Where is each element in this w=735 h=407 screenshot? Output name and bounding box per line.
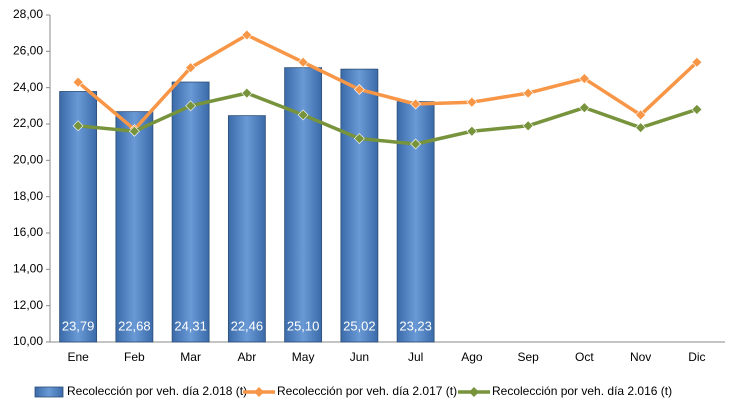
x-tick-label: Ago <box>461 350 483 364</box>
marker <box>241 87 253 99</box>
value-label: 22,68 <box>118 318 151 333</box>
bar <box>59 91 98 343</box>
marker <box>72 76 84 88</box>
bar <box>171 81 210 343</box>
marker <box>410 138 422 150</box>
y-tick-label: 10,00 <box>13 334 43 348</box>
legend-label: Recolección por veh. día 2.016 (t) <box>492 384 672 398</box>
x-tick-label: Abr <box>238 350 257 364</box>
marker <box>297 56 309 68</box>
line <box>77 91 698 146</box>
x-tick-label: Feb <box>124 350 145 364</box>
legend-label: Recolección por veh. día 2.018 (t) <box>67 384 247 398</box>
y-tick-label: 24,00 <box>13 80 43 94</box>
marker <box>297 109 309 121</box>
y-tick-label: 28,00 <box>13 7 43 21</box>
line <box>76 33 699 132</box>
x-tick-label: Nov <box>630 350 651 364</box>
marker <box>578 73 590 85</box>
x-tick-label: Sep <box>517 350 539 364</box>
y-tick-label: 16,00 <box>13 225 43 239</box>
value-label: 22,46 <box>231 318 264 333</box>
value-label: 25,10 <box>287 318 320 333</box>
marker <box>185 100 197 112</box>
y-tick-label: 22,00 <box>13 116 43 130</box>
y-tick-label: 20,00 <box>13 153 43 167</box>
marker <box>353 84 365 95</box>
x-tick-label: Dic <box>688 350 705 364</box>
marker <box>72 120 84 132</box>
y-tick-label: 26,00 <box>13 44 43 58</box>
marker <box>522 120 534 132</box>
marker <box>522 87 534 99</box>
x-tick-label: Jun <box>350 350 369 364</box>
marker <box>635 109 647 121</box>
marker <box>466 96 478 108</box>
bar <box>340 68 379 343</box>
marker <box>410 98 422 110</box>
marker <box>691 104 703 115</box>
value-label: 24,31 <box>174 318 207 333</box>
marker <box>466 125 478 137</box>
marker <box>691 56 703 68</box>
marker <box>185 62 197 74</box>
marker <box>635 122 647 134</box>
legend-marker <box>254 387 264 397</box>
x-tick-label: Ene <box>67 350 89 364</box>
marker <box>578 102 590 114</box>
marker <box>128 125 140 137</box>
bar <box>396 101 435 343</box>
legend-label: Recolección por veh. día 2.017 (t) <box>277 384 457 398</box>
value-label: 23,23 <box>399 318 432 333</box>
bar <box>227 115 266 343</box>
x-tick-label: May <box>292 350 315 364</box>
legend-swatch <box>34 386 64 398</box>
value-label: 23,79 <box>62 318 95 333</box>
value-label: 25,02 <box>343 318 376 333</box>
x-tick-label: Jul <box>408 350 423 364</box>
legend-marker <box>469 387 479 397</box>
y-tick-label: 14,00 <box>13 262 43 276</box>
marker <box>353 133 365 144</box>
x-tick-label: Mar <box>180 350 201 364</box>
bar <box>115 111 154 343</box>
marker <box>241 29 253 41</box>
y-tick-label: 12,00 <box>13 298 43 312</box>
x-tick-label: Oct <box>575 350 594 364</box>
y-tick-label: 18,00 <box>13 189 43 203</box>
